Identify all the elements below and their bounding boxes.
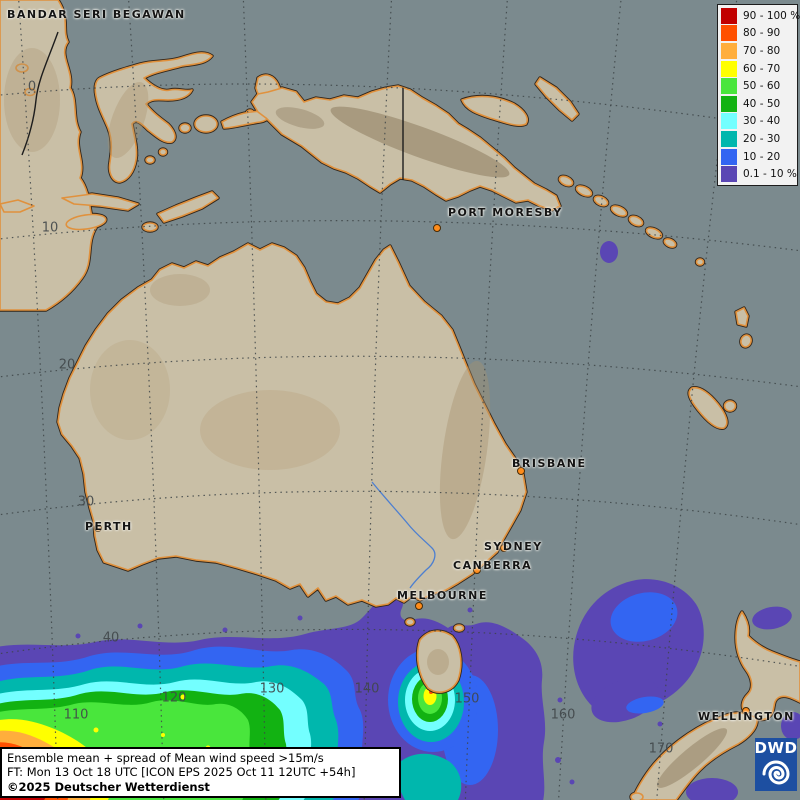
legend-row: 10 - 20 [721, 148, 797, 166]
legend-color-swatch [721, 148, 737, 165]
legend-label: 20 - 30 [743, 132, 781, 145]
legend-color-swatch [721, 78, 737, 95]
legend-color-swatch [721, 7, 737, 24]
terrain-relief [4, 48, 728, 788]
copyright: ©2025 Deutscher Wetterdienst [7, 779, 210, 794]
legend-label: 60 - 70 [743, 62, 781, 75]
legend-row: 50 - 60 [721, 77, 797, 95]
dwd-spiral-icon [762, 760, 790, 785]
legend-label: 30 - 40 [743, 115, 781, 128]
legend-color-swatch [721, 95, 737, 112]
borneo-border [21, 31, 59, 156]
legend-label: 40 - 50 [743, 97, 781, 110]
legend-row: 20 - 30 [721, 130, 797, 148]
forecast-time: FT: Mon 13 Oct 18 UTC [ICON EPS 2025 Oct… [7, 765, 356, 779]
legend-label: 70 - 80 [743, 44, 781, 57]
legend-row: 80 - 90 [721, 25, 797, 43]
legend-label: 10 - 20 [743, 150, 781, 163]
legend-color-swatch [721, 60, 737, 77]
coral-sea-patch [600, 241, 618, 263]
legend-label: 90 - 100 % [743, 9, 800, 22]
legend-color-swatch [721, 42, 737, 59]
legend-color-swatch [721, 130, 737, 147]
legend-label: 50 - 60 [743, 80, 781, 93]
legend-row: 90 - 100 % [721, 7, 800, 25]
product-title: Ensemble mean + spread of Mean wind spee… [7, 750, 324, 765]
legend-rows: 90 - 100 % 80 - 90 70 - 80 60 - 70 50 - 60 40… [721, 7, 800, 183]
legend-row: 0.1 - 10 % [721, 165, 797, 183]
legend-row: 40 - 50 [721, 95, 797, 113]
legend-row: 70 - 80 [721, 42, 797, 60]
dwd-logo-text: DWD [754, 739, 798, 757]
murray-river [371, 481, 436, 589]
legend-label: 80 - 90 [743, 27, 781, 40]
dwd-logo: DWD [755, 738, 797, 791]
legend-color-swatch [721, 166, 737, 183]
legend-color-swatch [721, 113, 737, 130]
map-info-box: Ensemble mean + spread of Mean wind spee… [0, 746, 401, 798]
legend-label: 0.1 - 10 % [743, 168, 797, 181]
legend-row: 60 - 70 [721, 60, 797, 78]
legend-color-swatch [721, 25, 737, 42]
legend-row: 30 - 40 [721, 113, 797, 131]
probability-legend: 90 - 100 % 80 - 90 70 - 80 60 - 70 50 - 60 40… [717, 4, 800, 186]
